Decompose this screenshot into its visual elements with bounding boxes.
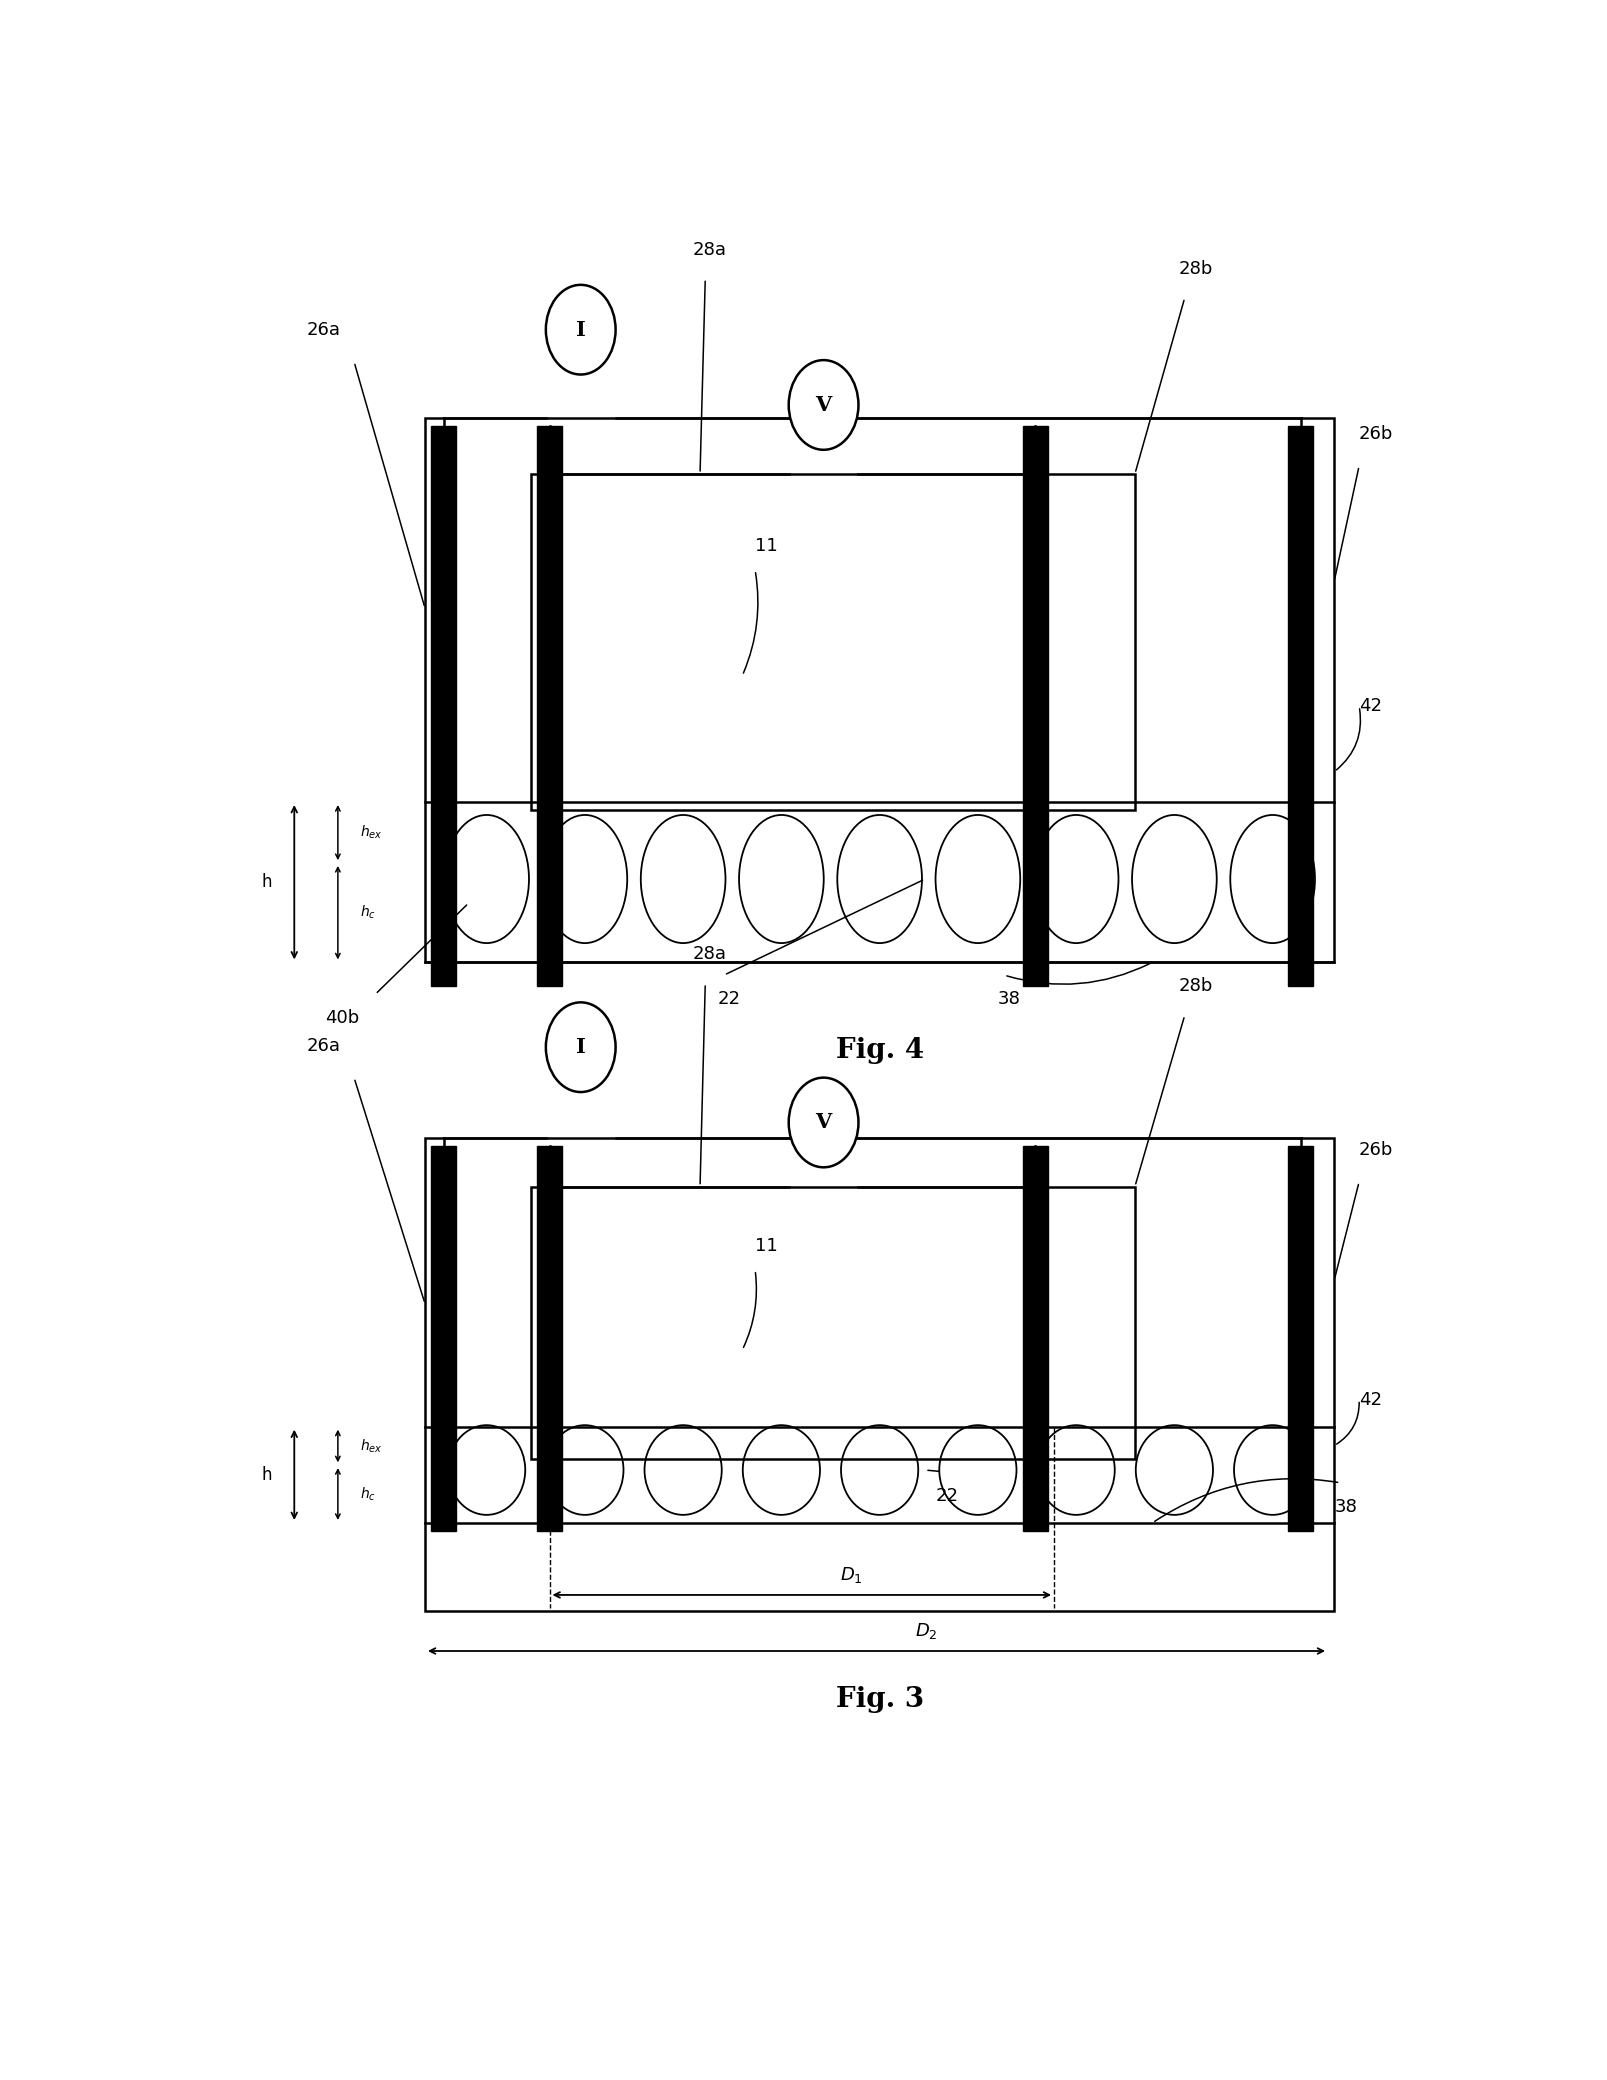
Bar (537, 1146, 562, 1531)
Text: 26a: 26a (307, 1036, 341, 1055)
Text: V: V (815, 1113, 832, 1132)
Text: 40b: 40b (325, 1009, 360, 1028)
Bar (1022, 426, 1048, 986)
Text: I: I (575, 320, 585, 339)
Bar (424, 418, 1334, 963)
Text: $h_{ex}$: $h_{ex}$ (360, 1437, 382, 1454)
Text: $h_{ex}$: $h_{ex}$ (360, 824, 382, 840)
Bar (424, 1138, 1334, 1612)
Text: 26b: 26b (1360, 424, 1393, 443)
Text: h: h (262, 874, 272, 890)
Bar (1022, 1146, 1048, 1531)
Text: 42: 42 (1360, 697, 1382, 716)
Text: 28a: 28a (693, 944, 726, 963)
Text: V: V (815, 395, 832, 414)
Circle shape (546, 1003, 615, 1092)
Text: $h_c$: $h_c$ (360, 1485, 376, 1502)
Text: 11: 11 (755, 537, 778, 555)
Text: Fig. 4: Fig. 4 (836, 1038, 924, 1063)
Text: I: I (575, 1038, 585, 1057)
Text: 42: 42 (1360, 1392, 1382, 1408)
Text: 26a: 26a (307, 320, 341, 339)
Bar (530, 474, 1135, 809)
Text: 38: 38 (1334, 1498, 1356, 1516)
Bar (1289, 1146, 1313, 1531)
Text: $h_c$: $h_c$ (360, 905, 376, 921)
Bar (1289, 426, 1313, 986)
Bar (431, 1146, 456, 1531)
Text: 28b: 28b (1178, 978, 1213, 996)
Text: $D_2$: $D_2$ (914, 1622, 937, 1641)
Circle shape (546, 285, 615, 374)
Text: h: h (262, 1466, 272, 1483)
Text: 26b: 26b (1360, 1140, 1393, 1159)
Text: 22: 22 (935, 1487, 959, 1504)
Text: Fig. 3: Fig. 3 (836, 1685, 924, 1712)
Text: $D_1$: $D_1$ (840, 1566, 863, 1585)
Text: 38: 38 (998, 990, 1020, 1009)
Bar (537, 426, 562, 986)
Bar (530, 1186, 1135, 1458)
Circle shape (789, 1077, 858, 1167)
Bar (431, 426, 456, 986)
Text: 28a: 28a (693, 241, 726, 258)
Circle shape (789, 360, 858, 449)
Text: 28b: 28b (1178, 260, 1213, 279)
Text: 11: 11 (755, 1238, 778, 1254)
Text: 22: 22 (718, 990, 741, 1009)
